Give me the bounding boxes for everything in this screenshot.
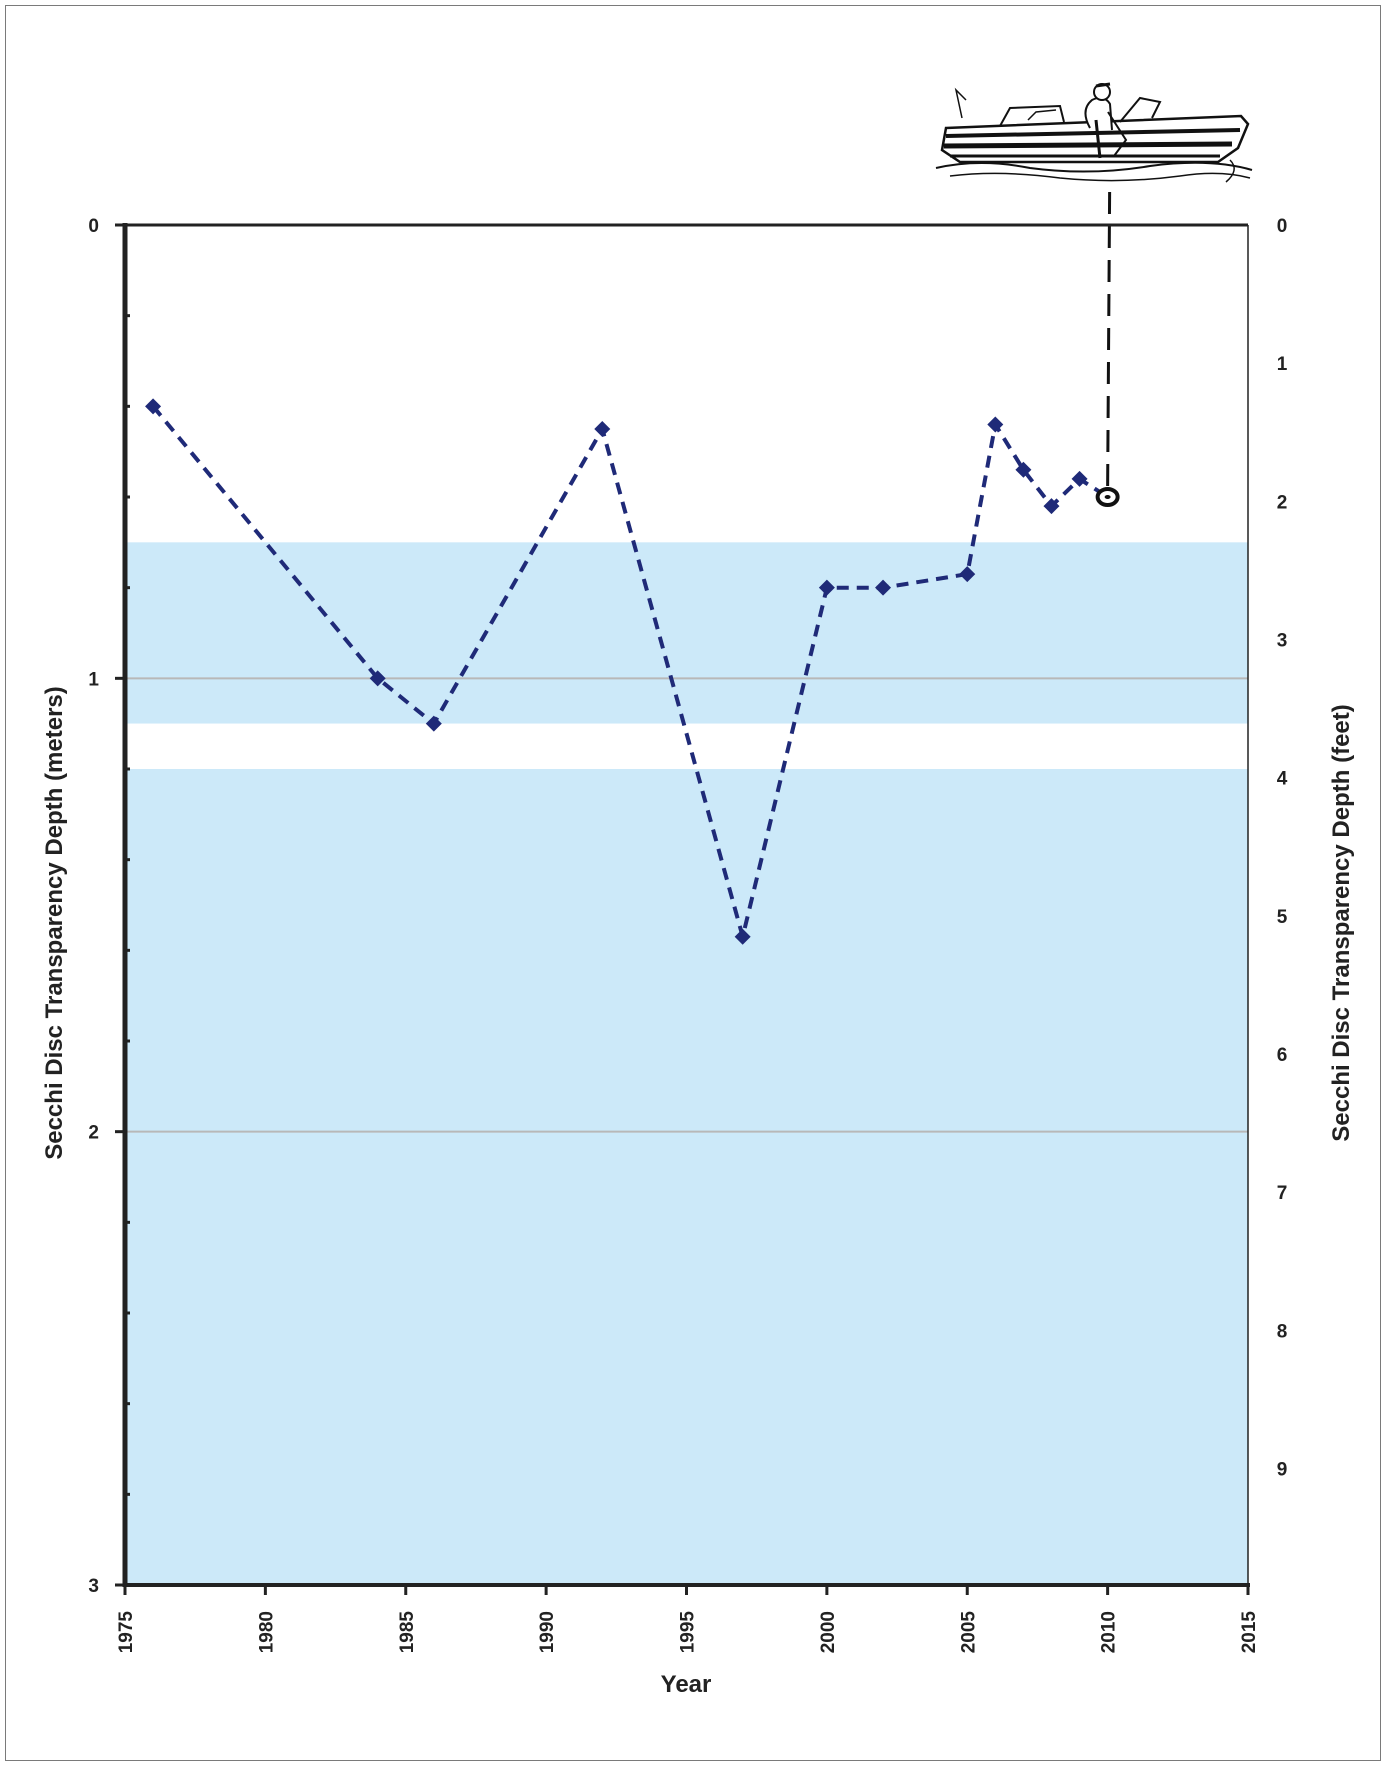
secchi-disc-center	[1104, 495, 1111, 499]
y-tick-label: 1	[88, 669, 99, 690]
page-frame	[5, 5, 1381, 1761]
data-point	[425, 715, 442, 732]
data-point	[594, 421, 611, 437]
x-tick-label: 2000	[818, 1611, 839, 1653]
y2-tick-label: 2	[1277, 492, 1288, 513]
secchi-disc-icon	[1095, 487, 1120, 507]
secchi-disc-line	[1106, 191, 1112, 488]
y2-tick-label: 8	[1277, 1321, 1288, 1342]
x-tick-label: 1995	[678, 1611, 699, 1654]
y2-tick-label: 3	[1277, 631, 1288, 652]
tick-labels: 0 1 2 3 0 1 2 3 4 5 6 7 8 9 1975 1980 1985 1990 1995 2000 20…	[88, 216, 1287, 1653]
tick-marks	[115, 223, 1250, 1595]
data-markers	[145, 398, 1088, 945]
data-point	[1071, 470, 1088, 487]
y2-tick-label: 0	[1277, 216, 1288, 237]
x-tick-label: 1990	[537, 1611, 558, 1653]
data-point	[734, 928, 751, 945]
x-tick-label: 1980	[256, 1611, 277, 1653]
y-axis-title-right: Secchi Disc Transparency Depth (feet)	[1328, 704, 1355, 1141]
data-point	[145, 398, 162, 415]
y-tick-label: 2	[88, 1123, 99, 1144]
zone-fair	[125, 542, 1248, 724]
x-axis-title: Year	[661, 1671, 712, 1698]
data-point	[818, 579, 835, 596]
data-point	[875, 579, 892, 596]
x-tick-label: 2005	[958, 1611, 979, 1654]
y2-tick-label: 7	[1277, 1183, 1288, 1204]
y-tick-label: 3	[88, 1576, 99, 1597]
data-point	[1043, 498, 1060, 515]
data-point	[987, 416, 1004, 433]
zone-poor	[125, 225, 1248, 543]
x-tick-label: 1975	[116, 1611, 137, 1654]
y-axis-title-left: Secchi Disc Transparency Depth (meters)	[41, 686, 68, 1160]
y-tick-label: 0	[88, 216, 99, 237]
data-point	[1015, 461, 1032, 478]
y2-tick-label: 9	[1277, 1460, 1288, 1481]
y2-tick-label: 6	[1277, 1045, 1288, 1066]
x-tick-label: 2010	[1099, 1611, 1120, 1653]
data-point	[369, 670, 386, 687]
y2-tick-label: 4	[1277, 769, 1288, 790]
y2-tick-label: 1	[1277, 354, 1288, 375]
quality-zones	[125, 225, 1248, 1585]
boat-icon	[935, 82, 1253, 183]
y2-tick-label: 5	[1277, 907, 1288, 928]
data-point	[959, 566, 976, 583]
x-tick-label: 1985	[397, 1611, 418, 1654]
zone-excellent	[125, 769, 1248, 1585]
x-tick-label: 2015	[1239, 1611, 1260, 1654]
zone-good	[125, 723, 1248, 769]
gridlines	[125, 677, 1248, 1133]
